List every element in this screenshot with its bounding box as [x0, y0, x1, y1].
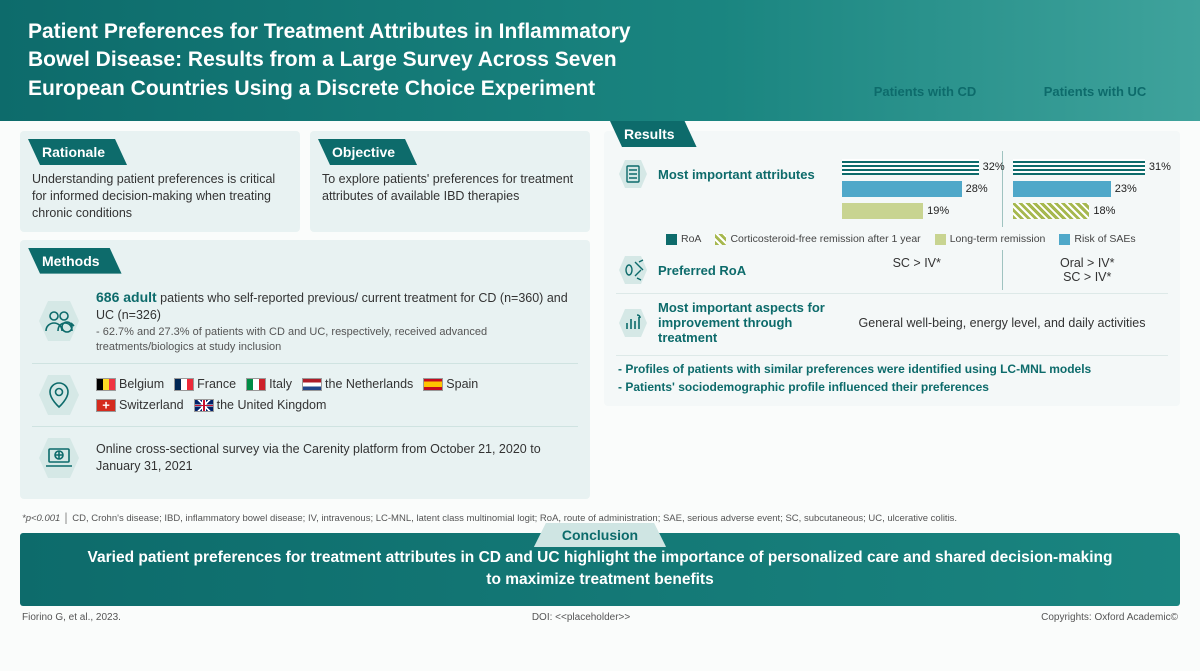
objective-box: Objective To explore patients' preferenc… [310, 131, 590, 232]
list-icon [616, 157, 650, 191]
survey-text: Online cross-sectional survey via the Ca… [96, 441, 574, 475]
col-cd: Patients with CD [840, 84, 1010, 99]
aspects-text: General well-being, energy level, and da… [836, 316, 1168, 330]
country-nl: the Netherlands [302, 376, 413, 393]
methods-population: 686 adult patients who self-reported pre… [32, 280, 578, 363]
footer: Fiorino G, et al., 2023. DOI: <<placehol… [0, 606, 1200, 623]
footnote-abbr: CD, Crohn's disease; IBD, inflammatory b… [72, 513, 957, 524]
pin-icon [36, 372, 82, 418]
bar-risk-of-saes: 23% [1013, 181, 1111, 197]
row2-label: Preferred RoA [658, 263, 746, 278]
results-column-headers: Patients with CD Patients with UC [840, 84, 1180, 99]
row3-label: Most important aspects for improvement t… [658, 300, 826, 345]
bar-risk-of-saes: 28% [842, 181, 962, 197]
finding-item: Patients' sociodemographic profile influ… [618, 378, 1166, 396]
legend-risk-of-saes: Risk of SAEs [1059, 233, 1135, 245]
result-row-roa: Preferred RoA SC > IV* Oral > IV* SC > I… [616, 247, 1168, 293]
bar-long-term-remission: 19% [842, 203, 923, 219]
people-icon [36, 298, 82, 344]
footer-citation: Fiorino G, et al., 2023. [22, 612, 121, 623]
rationale-box: Rationale Understanding patient preferen… [20, 131, 300, 232]
chart-legend: RoA Corticosteroid-free remission after 1… [616, 227, 1168, 247]
bars-icon [616, 306, 650, 340]
row1-label: Most important attributes [658, 167, 815, 182]
legend-corticosteroid-free-remission-after-1-year: Corticosteroid-free remission after 1 ye… [715, 233, 920, 245]
footnote-p: *p<0.001 [22, 513, 60, 524]
country-uk: the United Kingdom [194, 397, 327, 414]
roa-cd: SC > IV* [836, 256, 998, 284]
results-box: Results Most important attributes 32%28%… [604, 131, 1180, 406]
methods-tab: Methods [28, 248, 122, 274]
country-be: Belgium [96, 376, 164, 393]
page-title: Patient Preferences for Treatment Attrib… [28, 18, 668, 103]
col-uc: Patients with UC [1010, 84, 1180, 99]
methods-countries: Belgium France Italy the Netherlands Spain Sw… [32, 363, 578, 426]
attributes-chart: 32% 28% 19% 31% 23% 18% [836, 157, 1168, 221]
objective-tab: Objective [318, 139, 417, 165]
laptop-icon [36, 435, 82, 481]
rationale-text: Understanding patient preferences is cri… [32, 171, 288, 222]
population-rest: patients who self-reported previous/ cur… [96, 291, 568, 322]
objective-text: To explore patients' preferences for tre… [322, 171, 578, 205]
conclusion-tab: Conclusion [534, 523, 666, 547]
population-lead: 686 adult [96, 289, 157, 305]
key-findings: Profiles of patients with similar prefer… [616, 355, 1168, 396]
country-fr: France [174, 376, 236, 393]
methods-box: Methods 686 adult patients who self-repo… [20, 240, 590, 499]
rationale-tab: Rationale [28, 139, 127, 165]
result-row-attributes: Most important attributes 32% 28% 19% 31% 2… [616, 151, 1168, 227]
population-sub: - 62.7% and 27.3% of patients with CD an… [96, 325, 574, 355]
country-it: Italy [246, 376, 292, 393]
header: Patient Preferences for Treatment Attrib… [0, 0, 1200, 121]
footer-doi: DOI: <<placeholder>> [532, 612, 630, 623]
legend-long-term-remission: Long-term remission [935, 233, 1046, 245]
country-ch: Switzerland [96, 397, 184, 414]
results-tab: Results [610, 121, 697, 147]
bar-roa: 31% [1013, 159, 1145, 175]
country-es: Spain [423, 376, 478, 393]
legend-roa: RoA [666, 233, 701, 245]
bar-roa: 32% [842, 159, 979, 175]
footer-copyright: Copyrights: Oxford Academic© [1041, 612, 1178, 623]
syringe-icon [616, 253, 650, 287]
finding-item: Profiles of patients with similar prefer… [618, 360, 1166, 378]
result-row-aspects: Most important aspects for improvement t… [616, 293, 1168, 351]
roa-uc: Oral > IV* SC > IV* [1007, 256, 1169, 284]
methods-survey: Online cross-sectional survey via the Ca… [32, 426, 578, 489]
bar-corticosteroid-free-remission-after-1-year: 18% [1013, 203, 1090, 219]
